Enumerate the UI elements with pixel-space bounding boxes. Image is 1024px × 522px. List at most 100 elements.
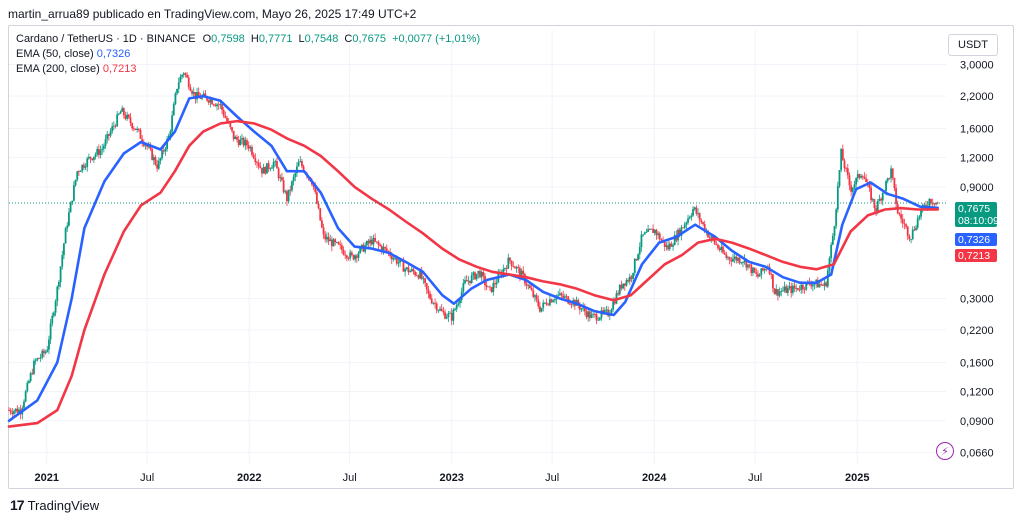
candle-body xyxy=(465,280,468,282)
candle-body xyxy=(59,266,62,283)
candle-body xyxy=(931,202,934,204)
candle-body xyxy=(863,176,866,179)
candle-body xyxy=(147,146,150,148)
candle-body xyxy=(821,284,824,286)
candle-body xyxy=(159,158,162,161)
candle-body xyxy=(271,167,273,169)
candle-body xyxy=(276,161,278,169)
candle-body xyxy=(380,245,383,252)
candle-body xyxy=(653,229,656,233)
candle-body xyxy=(798,289,801,291)
candle-body xyxy=(818,284,821,288)
candle-body xyxy=(578,305,581,310)
candle-body xyxy=(620,284,623,289)
candle-body xyxy=(202,93,205,97)
candle-body xyxy=(97,148,100,155)
candle-body xyxy=(330,239,333,247)
candle-body xyxy=(154,157,157,165)
y-tick-label: 0,0660 xyxy=(960,447,994,459)
candle-body xyxy=(592,313,595,315)
candle-body xyxy=(352,254,355,260)
candle-body xyxy=(906,226,909,236)
candle-body xyxy=(16,408,19,413)
candle-body xyxy=(324,234,327,240)
candle-body xyxy=(104,139,107,146)
candle-body xyxy=(86,158,89,167)
candle-body xyxy=(63,243,65,256)
candle-body xyxy=(399,259,402,263)
candle-body xyxy=(49,323,52,340)
candle-body xyxy=(908,235,911,240)
candle-body xyxy=(194,92,197,100)
candle-body xyxy=(189,87,192,91)
candle-body xyxy=(327,236,330,242)
candle-body xyxy=(657,233,659,236)
candle-body xyxy=(652,228,654,233)
candle-body xyxy=(109,131,112,136)
candle-body xyxy=(550,299,553,303)
chart-frame[interactable] xyxy=(8,25,1014,489)
candle-body xyxy=(743,259,746,263)
candle-body xyxy=(111,126,114,132)
x-tick-label: Jul xyxy=(343,472,357,484)
candle-body xyxy=(13,410,15,415)
candle-body xyxy=(630,276,633,279)
price-axis: 3,0000 2,2000 1,6000 1,2000 0,9000 0,3000 0,22… xyxy=(960,60,994,460)
candle-body xyxy=(291,181,293,191)
candle-body xyxy=(129,117,132,124)
candle-body xyxy=(580,308,583,310)
candle-body xyxy=(196,92,198,100)
candle-body xyxy=(805,282,808,290)
candle-body xyxy=(459,300,461,304)
candle-body xyxy=(928,198,931,206)
candle-body xyxy=(598,317,601,320)
change-value: +0,0077 (+1,01%) xyxy=(392,33,481,45)
ema50-price-tag: 0,7326 xyxy=(955,233,997,246)
candle-body xyxy=(385,248,388,252)
candle-body xyxy=(558,293,561,295)
candle-body xyxy=(302,166,305,172)
lightning-icon[interactable]: ⚡ xyxy=(936,442,954,460)
candle-body xyxy=(139,130,142,139)
tradingview-footer[interactable]: 17 TradingView xyxy=(10,497,99,513)
candle-body xyxy=(354,255,357,260)
symbol-pair[interactable]: Cardano / TetherUS · 1D · BINANCE xyxy=(16,33,196,45)
candle-body xyxy=(174,93,177,105)
candle-body xyxy=(632,273,635,279)
candle-body xyxy=(893,177,896,188)
y-tick-label: 0,2200 xyxy=(960,325,994,337)
candle-body xyxy=(44,351,47,354)
candle-body xyxy=(122,108,125,116)
candle-body xyxy=(777,289,779,296)
candle-body xyxy=(587,311,590,318)
candle-body xyxy=(915,227,917,231)
candle-body xyxy=(763,268,766,271)
candle-body xyxy=(637,254,640,260)
candle-body xyxy=(339,244,342,246)
candle-body xyxy=(427,289,430,294)
candle-body xyxy=(442,311,445,313)
candle-body xyxy=(36,358,39,361)
candle-body xyxy=(437,310,440,312)
currency-selector[interactable]: USDT xyxy=(948,34,998,56)
candle-body xyxy=(119,111,122,114)
x-tick-label: 2022 xyxy=(237,472,261,484)
candle-body xyxy=(835,209,838,227)
candle-body xyxy=(737,257,739,261)
candle-body xyxy=(745,259,748,268)
candle-body xyxy=(134,128,137,130)
ema50-tag-value: 0,7326 xyxy=(958,233,991,246)
candle-body xyxy=(272,161,275,168)
candle-body xyxy=(287,189,290,202)
candle-body xyxy=(760,268,763,276)
ema200-label[interactable]: EMA (200, close) xyxy=(16,63,100,75)
candle-body xyxy=(69,202,72,213)
chart-grid xyxy=(9,30,946,464)
ema50-label[interactable]: EMA (50, close) xyxy=(16,48,94,60)
candle-body xyxy=(617,293,620,295)
candle-body xyxy=(124,115,127,119)
candle-body xyxy=(788,286,791,289)
candle-body xyxy=(717,244,719,249)
candle-body xyxy=(625,280,628,286)
